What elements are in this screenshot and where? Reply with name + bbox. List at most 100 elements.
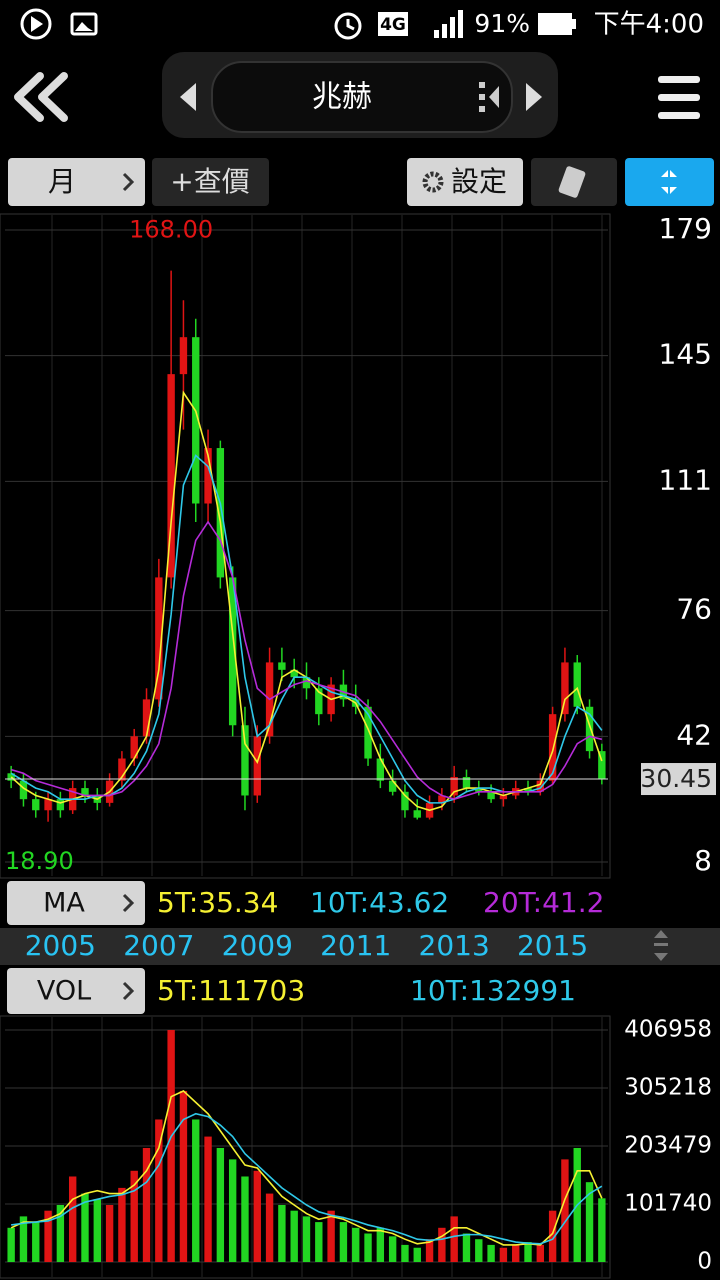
vol-button[interactable] <box>7 968 145 1014</box>
ma-button[interactable] <box>7 881 145 925</box>
battery-label: 91% <box>474 9 530 38</box>
volume-bar <box>339 1222 348 1262</box>
candle-body <box>241 725 249 796</box>
candle-body <box>388 780 397 792</box>
volume-bar <box>512 1244 520 1262</box>
candle-body <box>438 795 446 803</box>
volume-bar <box>204 1136 212 1262</box>
legend-entry: 10T:132991 <box>410 974 576 1007</box>
ma-line <box>10 520 603 801</box>
gear-icon <box>422 171 444 193</box>
legend-entry: 10T:43.62 <box>310 886 449 919</box>
signal-bar <box>442 24 447 38</box>
legend-entry: 5T:111703 <box>157 974 305 1007</box>
candle-body <box>228 577 237 726</box>
query-button[interactable] <box>152 158 269 206</box>
candle-body <box>142 699 151 737</box>
volume-bar <box>192 1119 200 1262</box>
chevron <box>122 172 135 192</box>
title-field[interactable] <box>211 61 513 133</box>
y-tick-label: 305218 <box>624 1075 712 1101</box>
back-button[interactable] <box>14 72 68 122</box>
volume-bar <box>19 1216 28 1262</box>
volume-bar <box>68 1176 77 1262</box>
rotate-icon <box>558 166 586 198</box>
volume-panel <box>0 1015 611 1279</box>
volume-bar <box>425 1239 434 1262</box>
stock-name: 兆赫 <box>312 80 372 115</box>
y-tick-label: 179 <box>659 212 712 245</box>
time-axis-band <box>0 928 720 965</box>
candle-body <box>364 706 372 759</box>
scroll-handle[interactable] <box>654 930 668 961</box>
candle-body <box>302 677 311 689</box>
candle-body <box>204 448 212 504</box>
candle-body <box>19 780 28 800</box>
query-label: +查價 <box>170 165 249 198</box>
volume-bar <box>155 1119 163 1262</box>
volume-bar <box>585 1182 594 1262</box>
signal-bar <box>458 10 463 38</box>
volume-bar <box>487 1244 495 1262</box>
settings-button[interactable] <box>407 158 523 206</box>
candle-body <box>179 337 188 375</box>
volume-bar <box>413 1247 421 1262</box>
volume-bar <box>93 1199 101 1262</box>
volume-bar <box>536 1244 545 1262</box>
volume-bar <box>216 1147 225 1262</box>
candle-body <box>44 799 52 811</box>
volume-bar <box>376 1227 385 1262</box>
clock: 下午4:00 <box>594 10 704 40</box>
next-button[interactable] <box>526 83 542 111</box>
last-price-label: 30.45 <box>640 764 712 793</box>
volume-bar <box>561 1159 569 1262</box>
volume-bar <box>401 1244 409 1262</box>
volume-bar <box>438 1227 446 1262</box>
fullscreen-button[interactable] <box>625 158 714 206</box>
candle-body <box>462 776 471 789</box>
x-tick-label: 2005 <box>25 929 96 962</box>
chevron <box>122 893 135 913</box>
candle-body <box>32 799 40 811</box>
volume-bar <box>105 1204 114 1262</box>
volume-bar <box>56 1204 65 1262</box>
candle-body <box>192 337 200 504</box>
period-button[interactable] <box>8 158 145 206</box>
volume-bar <box>167 1030 175 1262</box>
volume-bar <box>290 1210 298 1262</box>
candle-body <box>315 688 323 715</box>
low-label: 18.90 <box>5 847 74 875</box>
volume-bar <box>81 1193 89 1262</box>
signal-bar <box>434 30 439 38</box>
y-tick-label: 42 <box>676 718 712 751</box>
volume-bar <box>44 1210 52 1262</box>
candle-body <box>278 662 286 670</box>
y-tick-label: 145 <box>659 338 712 371</box>
network-badge <box>378 12 408 36</box>
volume-bar <box>450 1216 458 1262</box>
ma-line <box>10 1090 603 1246</box>
volume-bar <box>7 1227 15 1262</box>
menu-button[interactable] <box>658 76 700 119</box>
candle-body <box>253 736 261 796</box>
candle-body <box>401 791 409 811</box>
status-bar <box>20 8 576 40</box>
candle-body <box>376 758 385 781</box>
y-tick-label: 111 <box>659 463 712 496</box>
volume-bar <box>388 1236 397 1262</box>
indicator-label: MA <box>43 888 85 919</box>
signal-bar <box>450 17 455 38</box>
chevron <box>38 72 68 122</box>
period-label: 月 <box>48 165 76 198</box>
volume-bar <box>228 1159 237 1262</box>
indicator-label: VOL <box>37 976 91 1007</box>
y-tick-label: 8 <box>694 844 712 877</box>
network-label: 4G <box>380 15 406 35</box>
list-icon <box>479 82 499 112</box>
x-tick-label: 2009 <box>222 929 293 962</box>
prev-button[interactable] <box>180 83 196 111</box>
volume-bar <box>118 1187 126 1262</box>
volume-bar <box>253 1170 261 1262</box>
